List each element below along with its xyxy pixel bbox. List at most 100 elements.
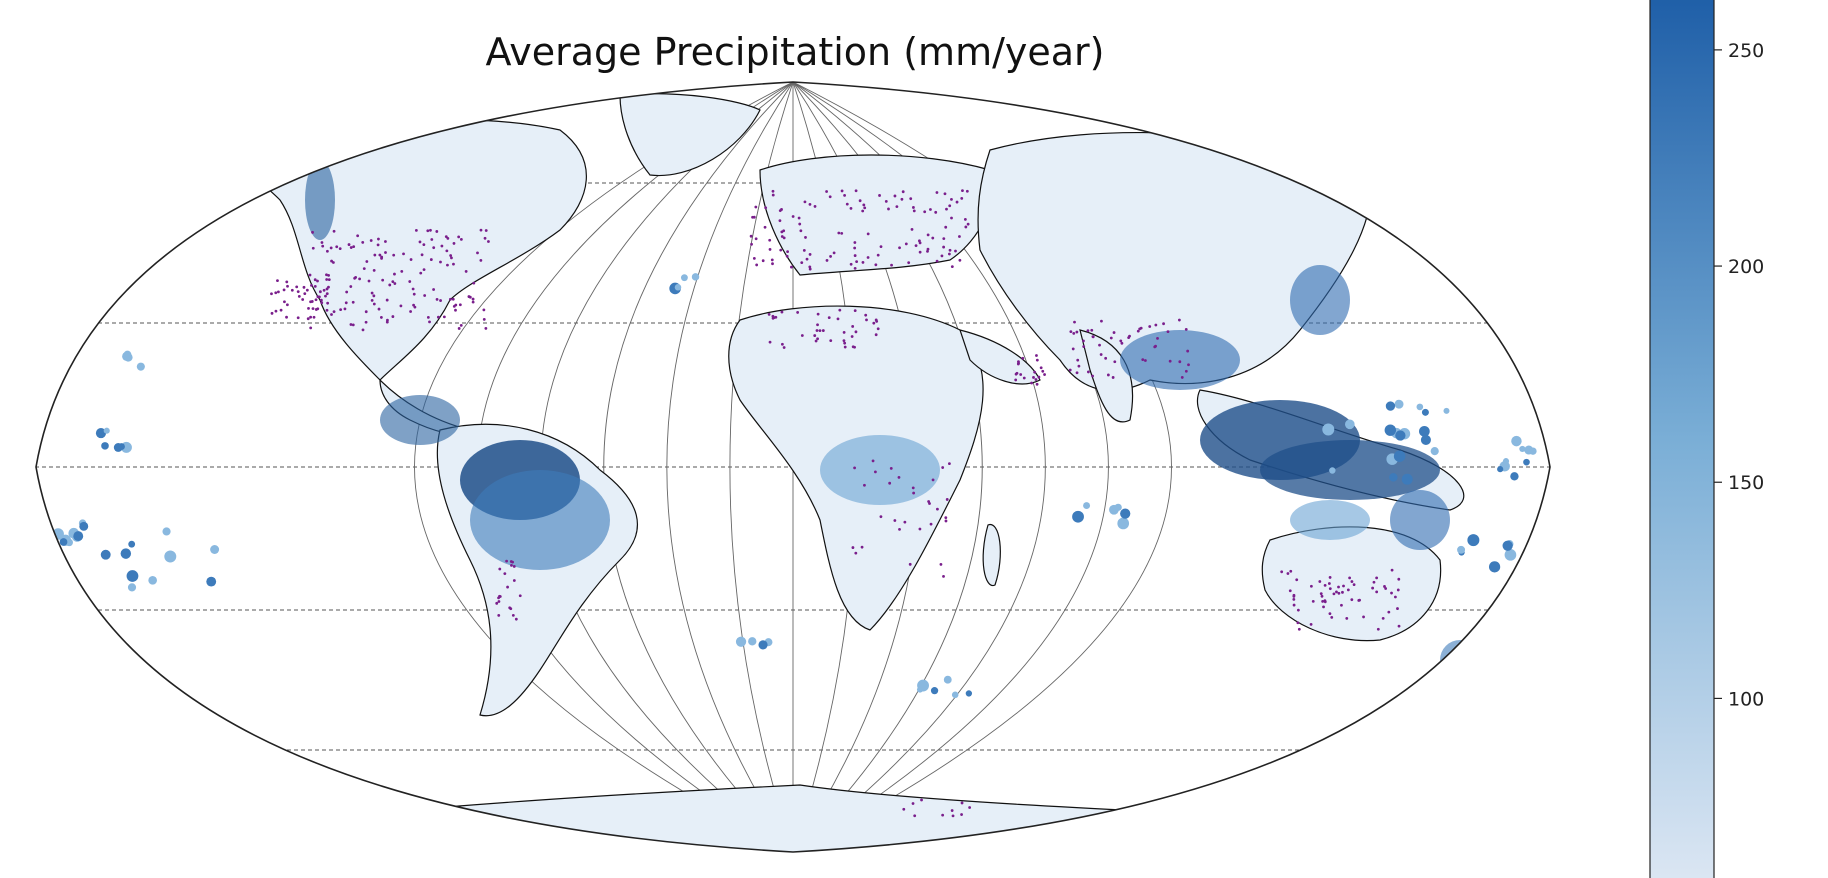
station-point: [876, 327, 880, 331]
station-point: [780, 310, 784, 314]
station-point: [1162, 322, 1165, 326]
station-point: [1397, 577, 1401, 581]
station-point: [282, 288, 286, 292]
station-point: [1075, 330, 1079, 334]
colorbar-tick-label: 100: [1728, 688, 1764, 710]
station-point: [782, 236, 786, 240]
precipitation-blob: [1440, 640, 1480, 680]
station-point: [309, 326, 313, 330]
station-point: [879, 515, 883, 519]
island-dot: [136, 362, 145, 371]
station-point: [853, 266, 857, 270]
ocean-island-dots: [36, 273, 1565, 699]
station-point: [914, 244, 918, 248]
station-point: [343, 307, 347, 311]
station-point: [779, 248, 783, 252]
station-point: [1345, 616, 1349, 620]
station-point: [800, 334, 804, 337]
station-point: [301, 298, 305, 301]
island-dot: [39, 555, 48, 564]
station-point: [860, 545, 864, 549]
station-point: [1332, 592, 1336, 596]
station-point: [947, 252, 951, 256]
station-point: [1099, 353, 1103, 356]
island-dot: [1522, 564, 1534, 576]
station-point: [851, 325, 855, 328]
station-point: [432, 288, 435, 291]
station-point: [865, 318, 868, 322]
station-point: [324, 294, 327, 298]
landmass-shape: [982, 524, 1001, 587]
station-point: [770, 258, 774, 262]
station-point: [958, 235, 961, 238]
station-point: [426, 315, 430, 319]
station-point: [863, 483, 866, 487]
station-point: [871, 459, 875, 463]
station-point: [874, 263, 878, 267]
station-point: [1296, 621, 1300, 625]
colorbar: 250 200 150 100: [1649, 0, 1764, 878]
precipitation-blob: [1120, 330, 1240, 390]
station-point: [1156, 337, 1159, 340]
station-point: [347, 243, 351, 246]
station-point: [1035, 354, 1038, 357]
station-point: [763, 225, 767, 229]
station-point: [365, 260, 369, 263]
station-point: [320, 241, 324, 244]
station-point: [797, 216, 801, 220]
island-dot: [36, 534, 44, 542]
station-point: [399, 304, 403, 308]
station-point: [1249, 815, 1252, 819]
station-point: [1375, 590, 1379, 594]
precipitation-blob: [1290, 500, 1370, 540]
station-point: [412, 292, 416, 296]
station-point: [816, 337, 819, 341]
station-point: [791, 215, 795, 218]
station-point: [1039, 366, 1043, 370]
station-point: [1376, 627, 1380, 631]
island-dot: [1420, 434, 1431, 445]
island-dot: [1117, 517, 1130, 530]
station-point: [356, 234, 360, 238]
station-point: [1106, 373, 1110, 377]
island-dot: [1558, 459, 1565, 466]
high-precipitation-regions: [305, 160, 1480, 680]
station-point: [955, 200, 959, 204]
station-point: [325, 273, 328, 277]
station-point: [920, 798, 923, 802]
station-point: [1016, 362, 1020, 366]
station-point: [372, 268, 376, 272]
station-point: [1091, 335, 1095, 339]
station-point: [432, 246, 436, 250]
station-point: [344, 301, 348, 305]
station-point: [752, 215, 756, 219]
station-point: [768, 340, 772, 344]
island-dot: [37, 525, 45, 533]
precipitation-blob: [470, 470, 610, 570]
station-point: [411, 287, 415, 291]
landmass-shape: [1261, 526, 1442, 642]
station-point: [316, 279, 319, 283]
island-dot: [120, 548, 132, 559]
station-point: [277, 290, 280, 294]
station-point: [771, 262, 774, 266]
island-dot: [1393, 450, 1406, 462]
precipitation-blob: [380, 395, 460, 445]
station-point: [436, 315, 440, 319]
station-point: [1043, 373, 1046, 376]
station-point: [482, 317, 486, 321]
station-point: [508, 606, 512, 610]
station-point: [274, 309, 278, 313]
station-point: [483, 236, 487, 240]
station-point: [1372, 580, 1376, 584]
station-point: [420, 253, 424, 257]
station-point: [506, 585, 509, 589]
station-point: [754, 205, 758, 209]
station-point: [815, 329, 819, 332]
station-point: [961, 189, 964, 193]
station-point: [1144, 359, 1147, 362]
station-point: [944, 225, 948, 229]
station-point: [325, 292, 329, 296]
station-point: [845, 202, 849, 206]
